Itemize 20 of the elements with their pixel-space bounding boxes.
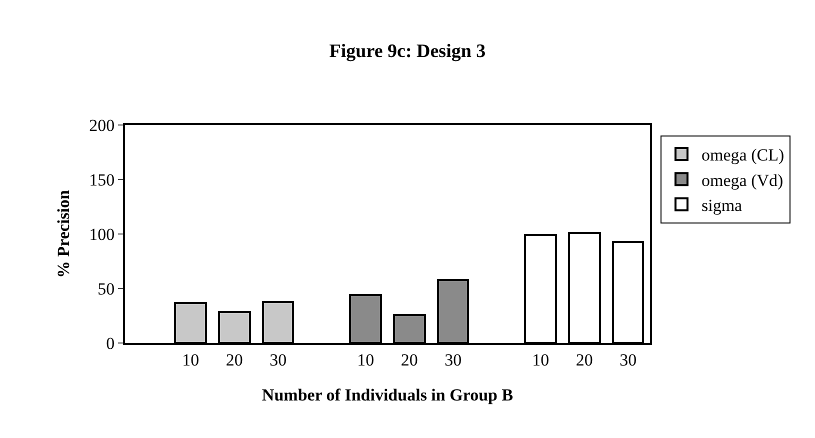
y-tick-label: 200 bbox=[89, 116, 115, 135]
x-tick-label: 30 bbox=[444, 350, 462, 370]
y-tick-label: 150 bbox=[89, 170, 115, 190]
y-axis-title: % Precision bbox=[54, 189, 74, 278]
y-tick-label: 50 bbox=[98, 279, 115, 298]
legend-label: omega (CL) bbox=[702, 146, 784, 165]
chart-title: Figure 9c: Design 3 bbox=[329, 41, 486, 62]
x-tick-label: 30 bbox=[620, 350, 637, 370]
y-tick-label: 100 bbox=[89, 224, 115, 244]
y-tick-label: 0 bbox=[106, 334, 115, 353]
legend-label: omega (Vd) bbox=[702, 170, 784, 190]
legend-label: sigma bbox=[702, 196, 743, 215]
x-tick-label: 30 bbox=[270, 350, 287, 370]
x-tick-label: 10 bbox=[532, 350, 550, 370]
x-tick-label: 20 bbox=[576, 350, 593, 370]
x-tick-label: 10 bbox=[357, 350, 374, 370]
x-tick-label: 20 bbox=[226, 350, 243, 370]
x-tick-label: 10 bbox=[182, 350, 200, 370]
x-axis-title: Number of Individuals in Group B bbox=[262, 385, 514, 404]
x-tick-label: 20 bbox=[400, 350, 418, 370]
